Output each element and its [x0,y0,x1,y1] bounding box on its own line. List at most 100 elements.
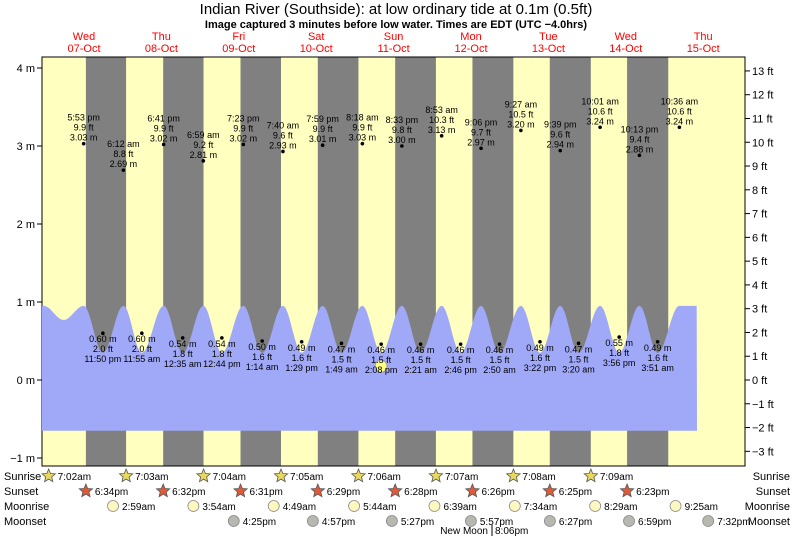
low-tide-metres: 0.54 m [169,339,197,349]
row-time: 4:25pm [243,517,276,528]
moonrise-circle-icon [428,500,441,512]
moonset-circle-icon [227,515,240,527]
sunset-star-icon [155,482,171,498]
low-tide-metres: 0.49 m [288,343,316,353]
high-tide-time: 8:18 am [346,113,379,123]
low-tide-time: 2:46 pm [444,365,477,375]
high-tide-time: 10:36 am [661,96,699,106]
moonrise-circle-icon [267,500,280,512]
left-tick-label: 3 m [17,141,35,153]
row-time: 7:07am [445,472,478,483]
day-date: 15-Oct [687,43,720,55]
low-tide-point [418,342,423,346]
sunrise-star-icon [505,467,522,483]
low-tide-time: 1:29 pm [285,363,318,373]
high-tide-point [637,153,642,158]
high-tide-metres: 2.97 m [467,137,495,147]
row-label-left: Moonrise [4,501,49,513]
moonset-circle-icon [702,515,715,527]
high-tide-time: 8:33 pm [386,115,419,125]
right-tick-label: 11 ft [752,113,773,125]
row-label-left: Sunrise [4,471,41,483]
high-tide-metres: 2.88 m [626,144,654,154]
day-name: Sat [308,31,325,43]
low-tide-feet: 2.0 ft [93,344,114,354]
high-tide-metres: 3.00 m [388,135,416,145]
day-date: 09-Oct [222,43,255,55]
low-tide-metres: 0.49 m [526,343,554,353]
row-label-left: Moonset [4,516,46,528]
row-label-right: Moonset [748,516,790,528]
low-tide-feet: 1.5 ft [490,355,511,365]
low-tide-metres: 0.46 m [367,345,395,355]
day-date: 12-Oct [454,43,487,55]
low-tide-feet: 1.8 ft [173,349,194,359]
row-time: 6:25pm [559,487,592,498]
row-time: 8:29am [604,502,637,513]
high-tide-point [558,148,563,153]
tide-labels: 5:53 pm9.9 ft3.03 m6:12 am8.8 ft2.69 m6:… [67,96,698,375]
moonrise-circle-icon [589,500,602,512]
high-tide-point [320,143,325,148]
low-tide-feet: 1.6 ft [648,353,669,363]
day-date: 08-Oct [145,43,178,55]
low-tide-metres: 0.46 m [486,345,514,355]
sunset-star-icon [78,482,94,498]
low-tide-time: 3:51 am [641,363,674,373]
right-tick-label: 7 ft [752,209,767,221]
row-time: 7:02am [58,472,91,483]
row-label-right: Sunrise [753,471,790,483]
right-tick-label: 6 ft [752,232,767,244]
right-tick-label: 1 ft [752,351,767,363]
high-tide-metres: 3.03 m [349,133,377,143]
moon-phase-label: New Moon [440,526,488,537]
day-date: 11-Oct [377,43,409,55]
high-tide-feet: 9.9 ft [74,123,95,133]
row-time: 5:57pm [480,517,513,528]
high-tide-point [439,134,444,138]
high-tide-metres: 2.69 m [110,159,138,169]
low-tide-feet: 1.5 ft [331,354,352,364]
row-time: 3:54am [202,502,235,513]
day-name: Wed [73,31,95,43]
right-tick-label: 9 ft [752,161,767,173]
sunset-star-icon [232,482,249,498]
high-tide-feet: 9.9 ft [313,124,334,134]
high-tide-metres: 2.94 m [546,140,574,150]
low-tide-time: 3:20 am [562,364,595,374]
sunrise-star-icon [118,467,134,483]
high-tide-metres: 3.24 m [586,116,614,126]
low-tide-feet: 1.5 ft [569,354,590,364]
low-tide-feet: 1.6 ft [292,353,313,363]
low-tide-feet: 1.5 ft [411,355,432,365]
high-tide-feet: 10.6 ft [588,106,614,116]
moonset-circle-icon [464,515,477,527]
low-tide-time: 1:49 am [325,364,358,374]
row-time: 7:05am [290,472,323,483]
high-tide-point [400,144,404,148]
low-tide-time: 2:08 pm [365,365,398,375]
day-date: 07-Oct [67,43,100,55]
moonrise-circle-icon [669,500,682,512]
right-tick-label: −1 ft [752,399,774,411]
high-tide-feet: 9.2 ft [193,140,214,150]
row-time: 6:28pm [404,487,437,498]
moonset-circle-icon [385,515,398,527]
row-time: 7:08am [522,472,555,483]
low-tide-metres: 0.60 m [89,334,117,344]
right-tick-label: 2 ft [752,327,767,339]
low-tide-time: 2:50 am [483,365,516,375]
sunrise-star-icon [428,467,444,483]
moonset-circle-icon [544,515,556,527]
low-tide-point [101,331,105,336]
moon-phase-time: 8:06pm [495,526,528,537]
right-tick-label: 10 ft [752,137,773,149]
row-time: 6:59pm [638,517,671,528]
low-tide-point [299,339,304,344]
low-tide-metres: 0.46 m [407,345,435,355]
low-tide-point [538,339,542,344]
high-tide-point [201,159,206,163]
low-tide-time: 1:14 am [246,362,279,372]
high-tide-feet: 8.8 ft [113,149,134,159]
